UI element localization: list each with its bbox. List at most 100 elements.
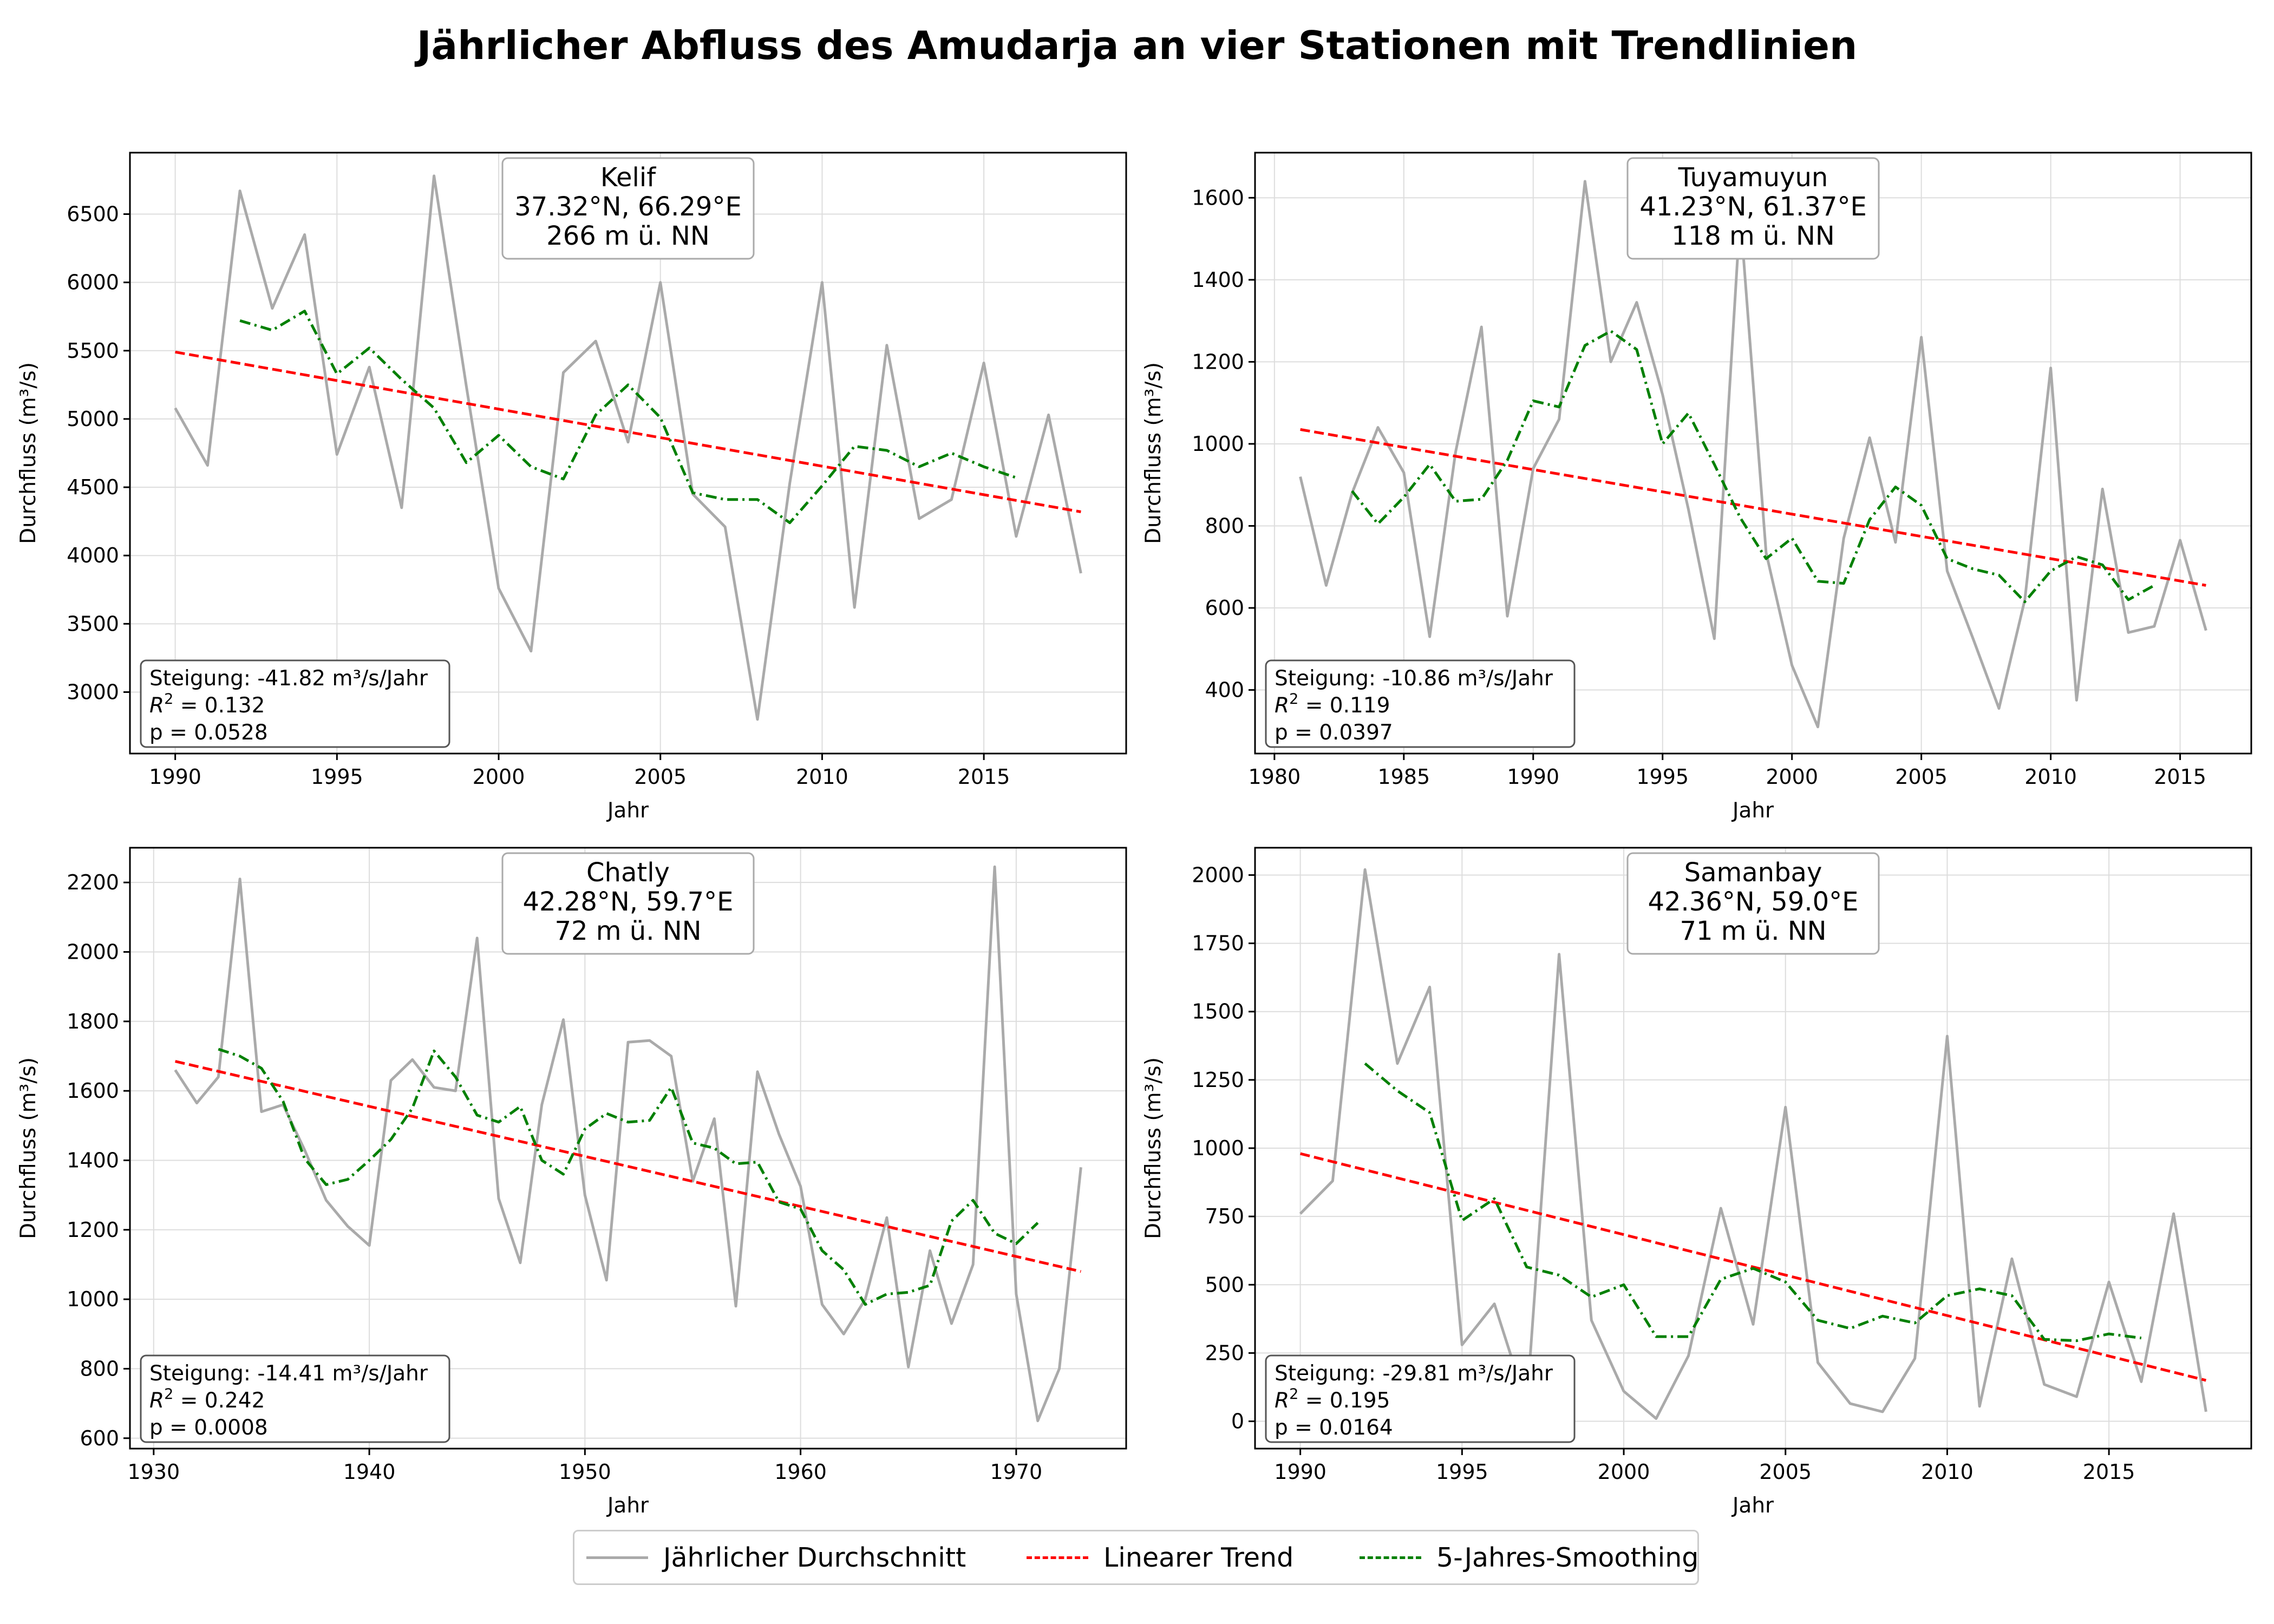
chart-0-x-tick-label: 2005 <box>634 765 687 789</box>
legend: Jährlicher Durchschnitt Linearer Trend 5… <box>573 1530 1699 1585</box>
legend-item-smooth: 5-Jahres-Smoothing <box>1360 1531 1698 1583</box>
chart-0-station-name: Kelif <box>600 162 656 193</box>
legend-label-annual: Jährlicher Durchschnitt <box>663 1542 966 1573</box>
chart-3-x-tick-label: 2000 <box>1598 1460 1650 1484</box>
chart-1-x-tick-label: 2010 <box>2024 765 2077 789</box>
legend-item-annual: Jährlicher Durchschnitt <box>586 1531 966 1583</box>
chart-2-x-tick-label: 1940 <box>343 1460 396 1484</box>
legend-swatch-annual <box>586 1556 648 1559</box>
chart-2-y-axis-label: Durchfluss (m³/s) <box>16 1057 41 1239</box>
chart-1-stats-slope: Steigung: -10.86 m³/s/Jahr <box>1275 666 1553 691</box>
chart-2-x-axis-label: Jahr <box>606 1494 649 1518</box>
chart-1-trend-line <box>1300 428 2206 587</box>
chart-0-trend-line <box>175 350 1081 513</box>
chart-0-x-tick-label: 1995 <box>311 765 363 789</box>
legend-item-trend: Linearer Trend <box>1027 1531 1293 1583</box>
chart-1-y-tick-label: 600 <box>1205 596 1244 620</box>
chart-1-y-tick-label: 800 <box>1205 514 1244 538</box>
chart-3-annual-series-line <box>1299 868 2207 1420</box>
chart-1-x-tick-label: 1995 <box>1636 765 1689 789</box>
chart-2-smoothing-line <box>218 1047 1039 1306</box>
chart-0-y-tick-label: 5500 <box>67 339 119 363</box>
chart-1-stats-box <box>1265 659 1576 748</box>
chart-2-y-tick-label: 800 <box>80 1357 119 1380</box>
chart-3-stats-box <box>1265 1354 1576 1443</box>
chart-2-y-tick-label: 1000 <box>67 1287 119 1311</box>
chart-3-smoothing-line <box>1364 1062 2142 1343</box>
chart-0-x-tick-label: 2000 <box>473 765 525 789</box>
chart-0-x-axis-label: Jahr <box>606 798 649 823</box>
chart-3-y-tick-label: 750 <box>1205 1204 1244 1228</box>
chart-0-plot-frame <box>129 152 1127 755</box>
chart-0-y-tick-label: 4500 <box>67 475 119 499</box>
panel-chatly: 1930 1940 1950 1960 1970 600 800 1000 1200 1400 16… <box>16 847 1127 1518</box>
chart-2-stats-box <box>140 1354 450 1443</box>
legend-label-smooth: 5-Jahres-Smoothing <box>1436 1542 1699 1573</box>
chart-3-station-elevation: 71 m ü. NN <box>1680 916 1826 946</box>
chart-1-x-tick-label: 2005 <box>1895 765 1948 789</box>
chart-1-y-axis-label: Durchfluss (m³/s) <box>1141 362 1166 544</box>
chart-2-stats-r2: R2 = 0.242 <box>149 1386 265 1413</box>
chart-2-x-tick-label: 1960 <box>774 1460 827 1484</box>
chart-2-y-tick-label: 1200 <box>67 1218 119 1242</box>
chart-3-station-info-box <box>1626 852 1880 955</box>
chart-2-station-name: Chatly <box>586 857 670 888</box>
chart-2-y-tick-label: 1800 <box>67 1010 119 1033</box>
chart-3-stats-p: p = 0.0164 <box>1275 1416 1393 1440</box>
chart-3-x-tick-label: 2010 <box>1921 1460 1974 1484</box>
chart-0-station-coords: 37.32°N, 66.29°E <box>514 192 742 222</box>
chart-0-smoothing-line <box>239 310 1017 525</box>
chart-0-stats-p: p = 0.0528 <box>149 721 268 745</box>
chart-2-station-coords: 42.28°N, 59.7°E <box>522 887 733 917</box>
chart-2-station-info-box <box>501 852 755 955</box>
chart-0-y-tick-label: 6000 <box>67 271 119 294</box>
chart-2-annual-series-line <box>174 865 1082 1423</box>
chart-1-x-tick-label: 1980 <box>1248 765 1301 789</box>
chart-2-x-tick-label: 1970 <box>990 1460 1043 1484</box>
chart-3-y-tick-label: 1000 <box>1192 1136 1244 1160</box>
chart-2-y-tick-label: 1600 <box>67 1079 119 1103</box>
chart-3-y-tick-label: 1500 <box>1192 1000 1244 1024</box>
chart-0-stats-r2: R2 = 0.132 <box>149 691 265 718</box>
chart-1-x-tick-label: 1990 <box>1507 765 1559 789</box>
chart-0-x-tick-label: 1990 <box>149 765 201 789</box>
chart-1-y-tick-label: 1600 <box>1192 186 1244 209</box>
panel-kelif: 1990 1995 2000 2005 2010 2015 3000 3500 4000 4500… <box>16 152 1127 823</box>
chart-3-stats-slope: Steigung: -29.81 m³/s/Jahr <box>1275 1361 1553 1386</box>
chart-0-x-tick-label: 2015 <box>958 765 1010 789</box>
chart-0-station-info-box <box>501 157 755 260</box>
chart-1-stats-r2: R2 = 0.119 <box>1275 691 1390 718</box>
chart-0-y-tick-label: 4000 <box>67 543 119 567</box>
chart-3-station-coords: 42.36°N, 59.0°E <box>1648 887 1858 917</box>
chart-1-y-tick-label: 1400 <box>1192 268 1244 292</box>
chart-2-x-tick-label: 1930 <box>127 1460 180 1484</box>
chart-3-x-tick-label: 2015 <box>2083 1460 2135 1484</box>
chart-0-annual-series-line <box>174 174 1082 721</box>
chart-3-x-axis-label: Jahr <box>1731 1494 1774 1518</box>
chart-1-station-name: Tuyamuyun <box>1678 162 1828 193</box>
chart-2-y-tick-label: 600 <box>80 1426 119 1450</box>
chart-0-y-tick-label: 6500 <box>67 202 119 226</box>
chart-1-plot-frame <box>1254 152 2252 755</box>
chart-1-x-tick-label: 2000 <box>1766 765 1818 789</box>
chart-2-stats-p: p = 0.0008 <box>149 1416 268 1440</box>
chart-3-y-axis-label: Durchfluss (m³/s) <box>1141 1057 1166 1239</box>
chart-1-station-elevation: 118 m ü. NN <box>1671 221 1835 251</box>
chart-2-stats-slope: Steigung: -14.41 m³/s/Jahr <box>149 1361 428 1386</box>
panel-samanbay: 1990 1995 2000 2005 2010 2015 0 250 500 750 1000 12… <box>1141 847 2252 1518</box>
chart-1-annual-series-line <box>1299 180 2207 729</box>
legend-swatch-trend <box>1027 1556 1088 1559</box>
chart-1-stats-p: p = 0.0397 <box>1275 721 1393 745</box>
chart-2-trend-line <box>175 1060 1081 1273</box>
chart-3-x-tick-label: 1990 <box>1274 1460 1327 1484</box>
chart-0-stats-slope: Steigung: -41.82 m³/s/Jahr <box>149 666 428 691</box>
chart-2-y-tick-label: 1400 <box>67 1148 119 1172</box>
chart-0-y-tick-label: 3500 <box>67 612 119 636</box>
chart-1-station-info-box <box>1626 157 1880 260</box>
chart-0-x-tick-label: 2010 <box>796 765 848 789</box>
chart-1-y-tick-label: 1200 <box>1192 350 1244 374</box>
chart-3-stats-r2: R2 = 0.195 <box>1275 1386 1390 1413</box>
chart-1-smoothing-line <box>1351 330 2155 604</box>
chart-0-y-tick-label: 5000 <box>67 407 119 431</box>
chart-3-trend-line <box>1299 1152 2207 1382</box>
